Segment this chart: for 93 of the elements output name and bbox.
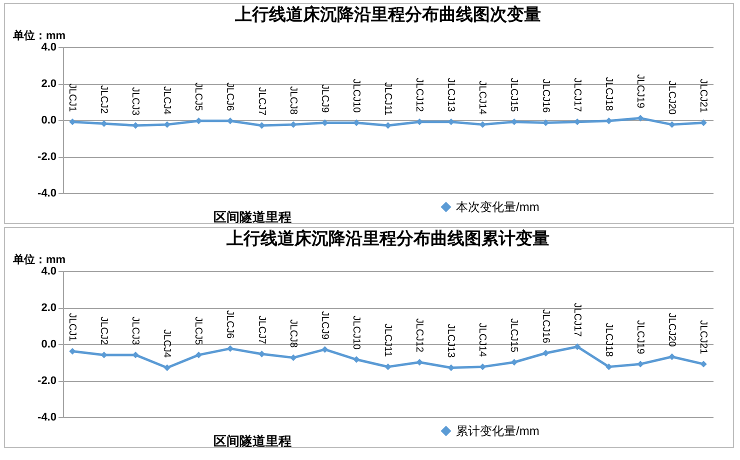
category-label: JLCJ10 — [350, 316, 362, 350]
category-label: JLCJ20 — [666, 312, 677, 347]
point — [226, 345, 234, 352]
category-label: JLCJ5 — [192, 82, 204, 111]
point — [448, 364, 454, 372]
category-label: JLCJ7 — [256, 316, 267, 344]
point — [226, 118, 234, 124]
category-label: JLCJ9 — [318, 311, 330, 340]
category-label: JLCJ1 — [66, 83, 78, 112]
category-label: JLCJ19 — [634, 320, 646, 354]
point — [416, 118, 423, 126]
point — [69, 118, 76, 126]
point — [195, 352, 202, 358]
point — [448, 118, 454, 126]
text: 单位：mm — [12, 253, 66, 266]
category-label: JLCJ8 — [287, 86, 298, 115]
y-tick-label: -2.0 — [38, 375, 56, 387]
category-label: JLCJ20 — [666, 80, 677, 115]
point — [700, 119, 707, 126]
legend-label: 本次变化量/mm — [456, 200, 540, 214]
point — [384, 363, 392, 370]
category-label: JLCJ15 — [508, 318, 520, 352]
y-tick-label: 0.0 — [41, 114, 56, 126]
point — [479, 363, 486, 370]
point — [290, 354, 297, 362]
point — [164, 364, 170, 372]
point — [164, 121, 170, 128]
category-label: JLCJ2 — [98, 85, 110, 114]
category-label: JLCJ15 — [508, 78, 520, 112]
point — [416, 358, 423, 366]
point — [668, 353, 676, 360]
text: 单位：mm — [12, 29, 66, 42]
category-label: JLCJ3 — [130, 87, 141, 116]
category-label: JLCJ16 — [540, 309, 551, 344]
point — [542, 350, 550, 356]
category-label: JLCJ9 — [318, 84, 330, 113]
point — [353, 356, 360, 363]
category-label: JLCJ13 — [445, 78, 456, 112]
category-label: JLCJ18 — [602, 322, 614, 357]
point — [100, 352, 108, 358]
y-tick-label: 0.0 — [41, 338, 56, 350]
category-label: JLCJ4 — [161, 86, 172, 115]
y-tick-label: -2.0 — [38, 151, 56, 163]
category-label: JLCJ21 — [698, 320, 709, 354]
category-label: JLCJ8 — [287, 319, 298, 348]
category-label: JLCJ12 — [414, 318, 425, 352]
point — [668, 121, 676, 128]
y-tick-label: 2.0 — [41, 78, 56, 90]
category-label: JLCJ16 — [540, 78, 551, 113]
category-label: JLCJ11 — [382, 324, 393, 357]
category-label: JLCJ14 — [476, 322, 488, 357]
category-label: JLCJ13 — [445, 324, 456, 358]
category-label: JLCJ18 — [602, 77, 614, 111]
point — [69, 348, 76, 355]
point — [258, 350, 266, 358]
category-label: JLCJ19 — [634, 74, 646, 108]
y-tick-label: -4.0 — [38, 412, 56, 424]
category-label: JLCJ12 — [414, 78, 425, 112]
point — [542, 119, 550, 126]
category-label: JLCJ10 — [350, 78, 362, 113]
category-label: JLCJ14 — [476, 80, 488, 115]
y-tick-label: 4.0 — [41, 266, 56, 278]
category-label: JLCJ2 — [98, 316, 110, 345]
category-label: JLCJ3 — [130, 316, 141, 345]
point — [606, 363, 612, 370]
chart-title: 上行线道床沉降沿里程分布曲线图次变量 — [234, 5, 541, 24]
point — [700, 360, 707, 368]
point — [510, 358, 518, 366]
category-label: JLCJ5 — [192, 316, 204, 345]
category-label: JLCJ6 — [224, 82, 236, 111]
point — [384, 122, 392, 129]
y-tick-label: -4.0 — [38, 188, 56, 200]
point — [574, 343, 581, 350]
category-label: JLCJ4 — [161, 329, 172, 358]
point — [637, 360, 644, 368]
y-tick-label: 4.0 — [41, 42, 56, 54]
category-label: JLCJ11 — [382, 82, 393, 116]
category-label: JLCJ1 — [66, 312, 78, 342]
point — [132, 122, 139, 129]
point — [606, 118, 612, 124]
category-label: JLCJ21 — [698, 78, 709, 113]
point — [100, 120, 108, 128]
legend-label: 累计变化量/mm — [456, 424, 540, 438]
point — [132, 352, 139, 358]
category-label: JLCJ7 — [256, 87, 267, 116]
point — [322, 346, 328, 353]
point — [637, 114, 644, 122]
point — [353, 119, 360, 126]
category-label: JLCJ17 — [571, 302, 582, 337]
category-label: JLCJ6 — [224, 310, 236, 339]
category-label: JLCJ17 — [571, 78, 582, 112]
y-tick-label: 2.0 — [41, 302, 56, 314]
chart-title: 上行线道床沉降沿里程分布曲线图累计变量 — [226, 229, 550, 248]
